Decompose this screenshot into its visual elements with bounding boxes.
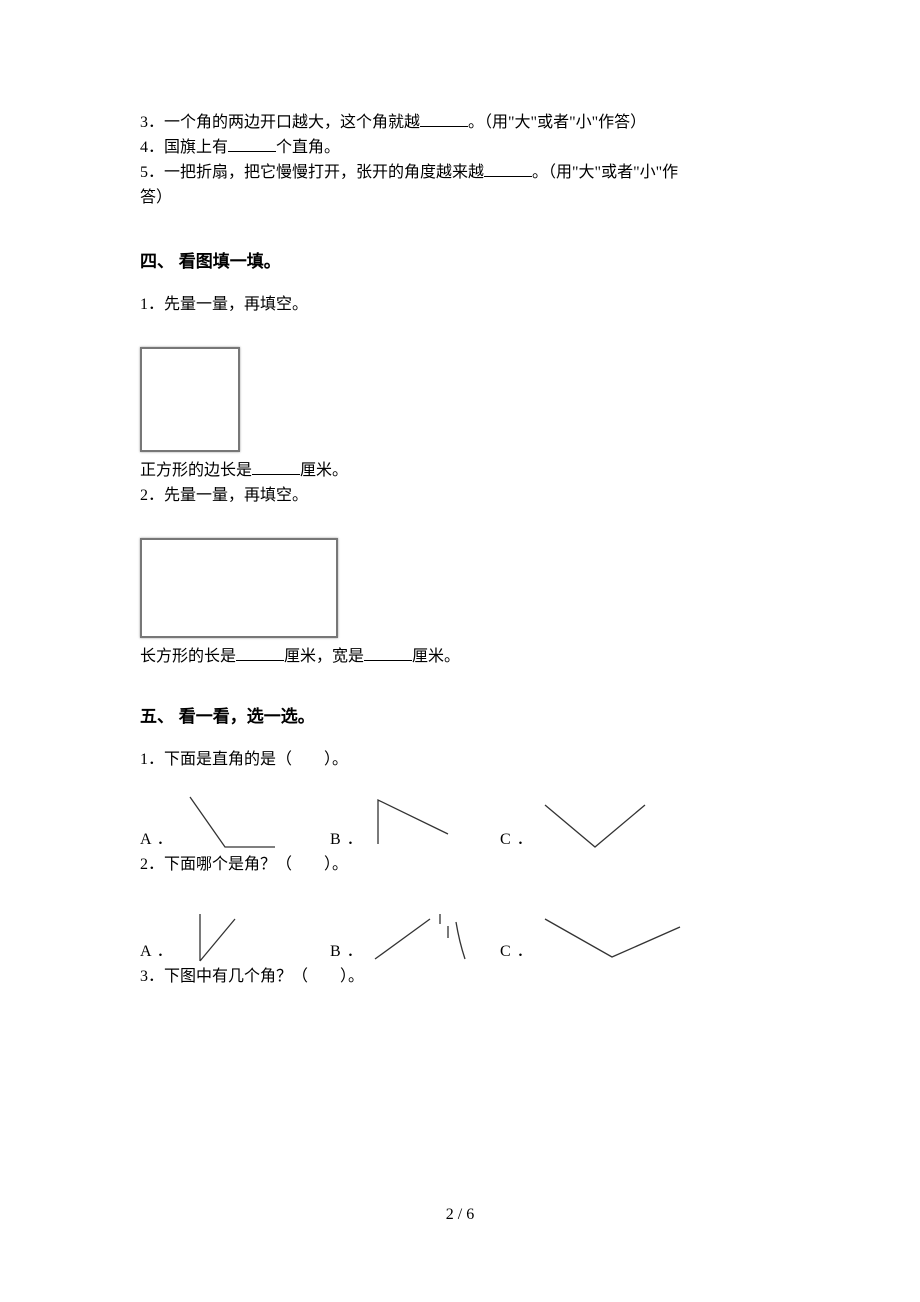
- square-figure: [140, 347, 240, 452]
- s4-q2b-b: 厘米，宽是: [284, 648, 364, 665]
- q5-blank[interactable]: [484, 161, 532, 177]
- angle-obtuse-icon: [180, 792, 275, 852]
- q3-blank[interactable]: [420, 111, 468, 127]
- angle-acute-icon: [370, 792, 455, 852]
- s4-q2b: 长方形的长是 厘米，宽是 厘米。: [140, 644, 780, 669]
- s5-q2-a-label[interactable]: A ．: [140, 939, 180, 964]
- q3-text-b: 。（用"大"或者"小"作答）: [468, 114, 646, 131]
- rectangle-figure: [140, 538, 338, 638]
- page-number: 2 / 6: [0, 1206, 920, 1224]
- s5-q1: 1．下面是直角的是（ ）。: [140, 747, 780, 772]
- s5-q1-b-label[interactable]: B ．: [330, 827, 370, 852]
- q5-text-a: 5．一把折扇，把它慢慢打开，张开的角度越来越: [140, 164, 484, 181]
- s5-q2: 2．下面哪个是角？（ ）。: [140, 852, 780, 877]
- s5-q2-c-label[interactable]: C ．: [500, 939, 540, 964]
- s5-q1-c-label[interactable]: C ．: [500, 827, 540, 852]
- s4-q1b-b: 厘米。: [300, 462, 348, 479]
- section4-heading: 四、 看图填一填。: [140, 250, 780, 274]
- q3-line: 3．一个角的两边开口越大，这个角就越 。（用"大"或者"小"作答）: [140, 110, 780, 135]
- q5-text-b: 。（用"大"或者"小"作: [532, 164, 678, 181]
- q3-text-a: 3．一个角的两边开口越大，这个角就越: [140, 114, 420, 131]
- s4-q2b-blank1[interactable]: [236, 645, 284, 661]
- s4-q2b-c: 厘米。: [412, 648, 460, 665]
- q4-text-b: 个直角。: [276, 139, 340, 156]
- s5-q2-options: A ． B ． C ．: [140, 899, 780, 964]
- angle-wide-icon: [540, 909, 685, 964]
- s4-q2b-blank2[interactable]: [364, 645, 412, 661]
- s4-q1b-blank[interactable]: [252, 459, 300, 475]
- s5-q1-a-label[interactable]: A ．: [140, 827, 180, 852]
- s4-q1b: 正方形的边长是 厘米。: [140, 458, 780, 483]
- q5-line-2: 答）: [140, 185, 780, 210]
- s5-q1-options: A ． B ． C ．: [140, 792, 780, 852]
- broken-lines-icon: [370, 904, 480, 964]
- q5-text-c: 答）: [140, 189, 172, 206]
- s4-q1b-a: 正方形的边长是: [140, 462, 252, 479]
- q5-line-1: 5．一把折扇，把它慢慢打开，张开的角度越来越 。（用"大"或者"小"作: [140, 160, 780, 185]
- angle-v-icon: [540, 797, 650, 852]
- s4-q1: 1．先量一量，再填空。: [140, 292, 780, 317]
- q4-blank[interactable]: [228, 136, 276, 152]
- two-rays-icon: [180, 899, 250, 964]
- q4-line: 4．国旗上有 个直角。: [140, 135, 780, 160]
- section5-heading: 五、 看一看，选一选。: [140, 705, 780, 729]
- s4-q2b-a: 长方形的长是: [140, 648, 236, 665]
- s5-q2-b-label[interactable]: B ．: [330, 939, 370, 964]
- q4-text-a: 4．国旗上有: [140, 139, 228, 156]
- s4-q2: 2．先量一量，再填空。: [140, 483, 780, 508]
- s5-q3: 3．下图中有几个角？（ ）。: [140, 964, 780, 989]
